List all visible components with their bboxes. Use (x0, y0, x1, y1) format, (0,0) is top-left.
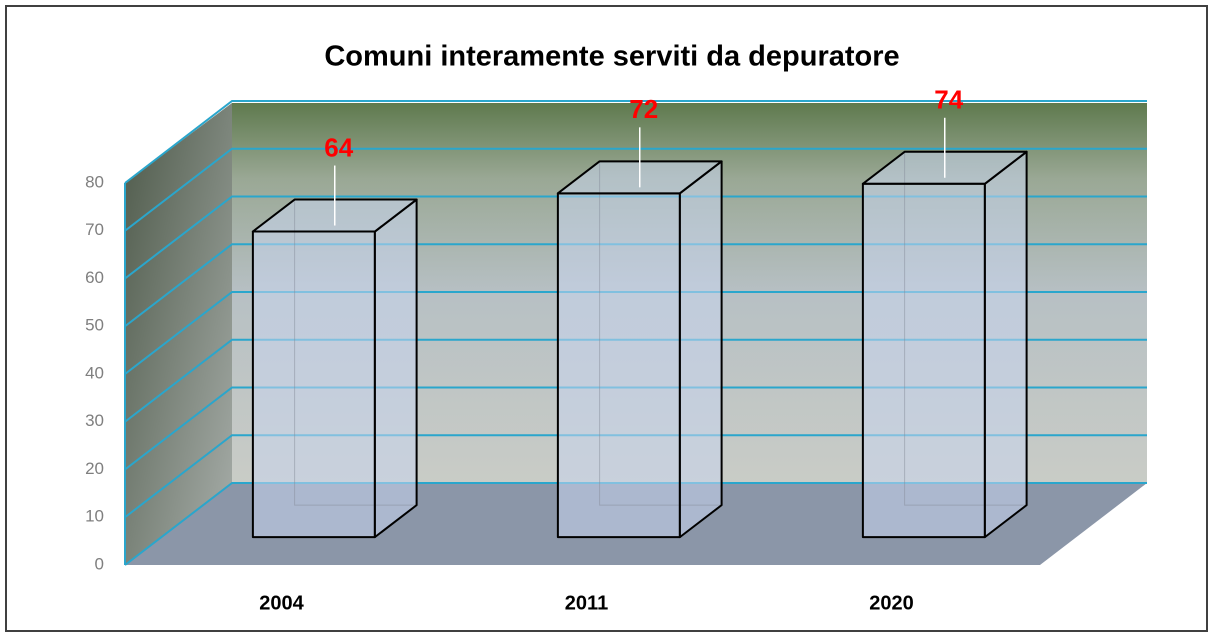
grid-line (124, 100, 1147, 184)
y-tick-label: 60 (85, 268, 104, 287)
y-tick-label: 0 (95, 554, 104, 573)
bar-side (678, 160, 723, 539)
y-tick-label: 30 (85, 411, 104, 430)
bar (251, 198, 418, 539)
chart-title: Comuni interamente serviti da depuratore (324, 41, 899, 73)
grid-line (124, 434, 1147, 519)
bar-front (556, 192, 681, 539)
grid-line (124, 195, 1147, 280)
data-label: 72 (629, 94, 658, 124)
grid-line (124, 291, 1147, 375)
grid-line (124, 338, 1147, 423)
grid-line (124, 243, 1147, 328)
bar-side (373, 198, 418, 539)
y-tick-label: 10 (85, 507, 104, 526)
x-tick-label: 2004 (259, 592, 304, 614)
y-tick-label: 50 (85, 316, 104, 335)
grid-line (124, 147, 1147, 232)
y-tick-label: 80 (85, 172, 104, 191)
grid-line (124, 482, 1147, 566)
bar-front (861, 182, 986, 539)
bar (556, 160, 723, 539)
bar (861, 150, 1028, 539)
grid-line (124, 386, 1147, 471)
data-label: 74 (934, 85, 963, 115)
y-tick-label: 20 (85, 459, 104, 478)
y-tick-label: 70 (85, 220, 104, 239)
data-label: 64 (324, 132, 353, 162)
bar-side (983, 150, 1028, 539)
y-tick-label: 40 (85, 363, 104, 382)
bar-front (251, 230, 376, 539)
x-tick-label: 2011 (565, 592, 608, 614)
x-tick-label: 2020 (869, 592, 914, 614)
